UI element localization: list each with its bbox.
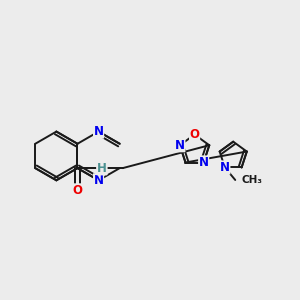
Text: CH₃: CH₃ [242, 175, 263, 185]
Text: N: N [94, 174, 103, 187]
Text: O: O [190, 128, 200, 141]
Text: O: O [73, 186, 82, 199]
Text: H: H [97, 162, 107, 175]
Text: N: N [220, 161, 230, 174]
Text: N: N [199, 156, 209, 169]
Text: N: N [94, 125, 103, 138]
Text: N: N [175, 139, 185, 152]
Text: H: H [97, 162, 107, 175]
Text: O: O [73, 184, 82, 197]
